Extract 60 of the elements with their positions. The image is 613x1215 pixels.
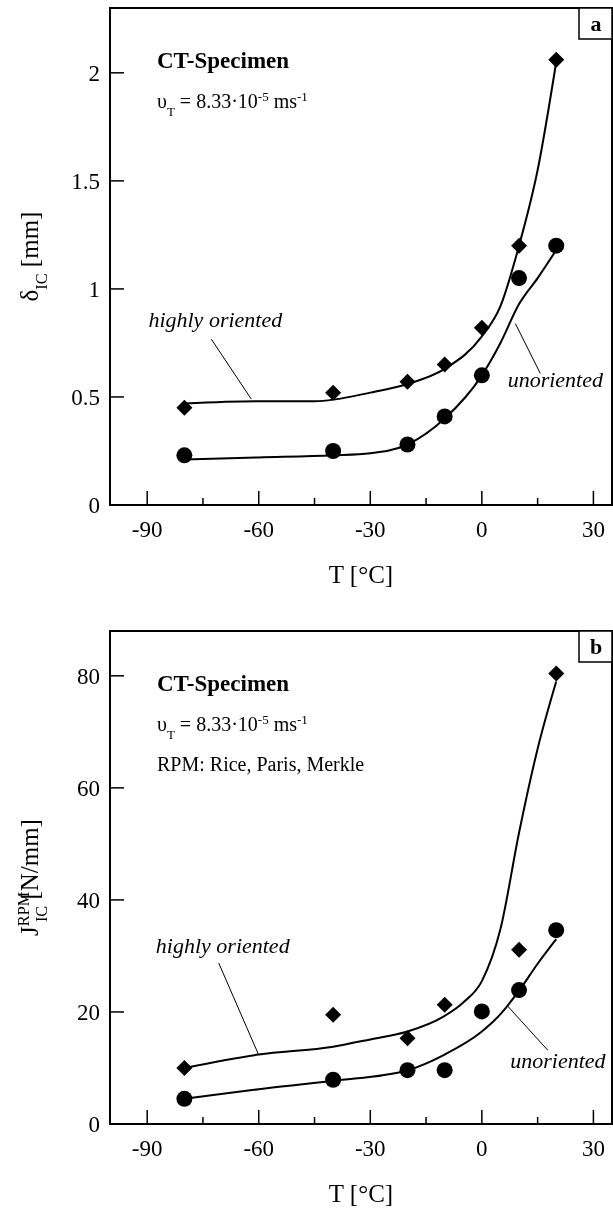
annotation: unoriented xyxy=(510,1048,607,1074)
point xyxy=(436,1062,453,1079)
y-tick-label: 20 xyxy=(77,999,100,1025)
point xyxy=(436,356,453,373)
point xyxy=(473,319,490,336)
x-axis-title: T [°C] xyxy=(328,561,394,588)
annotation: CT-Specimen xyxy=(157,671,290,696)
point xyxy=(399,373,416,390)
chart-title: b xyxy=(589,634,603,659)
point xyxy=(399,1030,416,1047)
x-tick-label: -30 xyxy=(354,1136,386,1161)
point xyxy=(325,1071,342,1088)
point xyxy=(436,996,453,1013)
point xyxy=(511,941,528,958)
y-tick-label: 0.5 xyxy=(71,384,100,410)
point xyxy=(436,408,453,425)
point xyxy=(511,237,528,254)
x-tick-label: 30 xyxy=(581,517,605,542)
point xyxy=(176,399,193,416)
y-tick-label: 60 xyxy=(77,775,100,801)
chart-title: a xyxy=(590,11,602,36)
x-tick-label: -60 xyxy=(243,517,275,542)
annotation: υ$_{T}$ = 8.33·10$^{-5}$ ms$^{-1}$ xyxy=(157,88,308,119)
point xyxy=(548,51,565,68)
point xyxy=(399,436,416,453)
x-tick-label: -90 xyxy=(131,1136,163,1161)
y-tick-label: 1.5 xyxy=(71,168,100,194)
y-tick-label: 0 xyxy=(88,493,100,518)
x-tick-label: 0 xyxy=(476,517,488,542)
annotation: RPM: Rice, Paris, Merkle xyxy=(157,753,365,775)
point xyxy=(176,447,193,464)
point xyxy=(511,982,528,999)
point xyxy=(176,1090,193,1107)
point xyxy=(176,1059,193,1076)
annotation: unoriented xyxy=(507,367,604,393)
x-tick-label: 0 xyxy=(476,1136,488,1161)
point xyxy=(473,367,490,384)
point xyxy=(325,1006,342,1023)
annotation: CT-Specimen xyxy=(157,48,290,73)
point xyxy=(511,270,528,287)
point xyxy=(548,922,565,939)
point xyxy=(548,237,565,254)
y-tick-label: 80 xyxy=(77,663,100,689)
y-tick-label: 0 xyxy=(88,1112,100,1137)
x-axis-title: T [°C] xyxy=(328,1180,394,1207)
point xyxy=(473,1003,490,1020)
x-tick-label: -90 xyxy=(131,517,163,542)
x-tick-label: -30 xyxy=(354,517,386,542)
annotation: highly oriented xyxy=(155,933,291,959)
x-tick-label: -60 xyxy=(243,1136,275,1161)
point xyxy=(325,442,342,459)
y-tick-label: 2 xyxy=(88,60,100,86)
point xyxy=(325,384,342,401)
y-tick-label: 40 xyxy=(77,887,100,913)
point xyxy=(399,1062,416,1079)
y-tick-label: 1 xyxy=(88,276,100,302)
annotation: highly oriented xyxy=(148,307,284,333)
x-tick-label: 30 xyxy=(581,1136,605,1161)
annotation: υ$_{T}$ = 8.33·10$^{-5}$ ms$^{-1}$ xyxy=(157,711,308,742)
point xyxy=(548,665,565,682)
